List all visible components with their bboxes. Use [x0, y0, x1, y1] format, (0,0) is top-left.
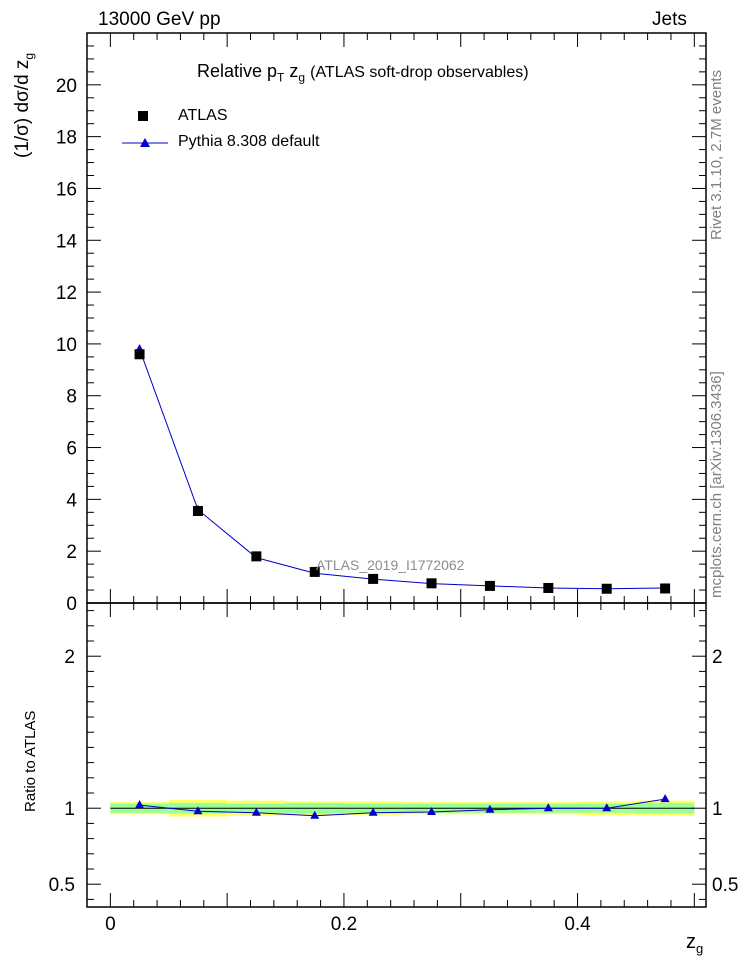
analysis-label: ATLAS_2019_I1772062: [316, 557, 465, 573]
square-marker-icon: [138, 111, 148, 121]
ratio-tick-label-right: 0.5: [712, 875, 738, 896]
ratio-point: [251, 807, 261, 816]
ratio-point: [368, 807, 378, 816]
data-point: [601, 583, 612, 594]
y-tick-label: 18: [56, 128, 77, 149]
legend-label-pythia: Pythia 8.308 default: [178, 133, 320, 150]
ratio-tick-label-right: 2: [712, 647, 723, 668]
ratio-point: [427, 807, 437, 815]
data-series: [134, 349, 671, 594]
y-tick-label: 2: [66, 542, 77, 563]
ratio-tick-label-right: 1: [712, 799, 723, 820]
x-tick-label: 0.2: [331, 914, 357, 935]
ratio-point: [602, 803, 612, 812]
header-energy: 13000 GeV pp: [98, 9, 221, 30]
y-tick-label: 20: [56, 76, 77, 97]
ratio-tick-label-left: 0.5: [49, 875, 75, 896]
y-tick-label: 14: [56, 231, 78, 252]
y-tick-label: 10: [56, 335, 77, 356]
line-triangle-marker-icon: [122, 136, 168, 148]
ratio-point: [193, 806, 203, 815]
y-axis-label: (1/σ) dσ/d zg: [12, 52, 36, 158]
data-point: [660, 583, 671, 594]
ratio-tick-label-left: 2: [64, 647, 75, 668]
legend-item-pythia: Pythia 8.308 default: [122, 133, 319, 151]
axis-ticks: [87, 33, 706, 907]
rivet-label: Rivet 3.1.10, 2.7M events: [708, 69, 725, 240]
ratio-point: [543, 803, 553, 812]
mc-line: [139, 348, 666, 590]
header-process: Jets: [652, 9, 687, 30]
chart-title: Relative pT zg (ATLAS soft-drop observab…: [197, 61, 529, 85]
y-tick-label: 6: [66, 439, 77, 460]
data-point: [368, 573, 379, 584]
data-point: [484, 580, 495, 591]
ratio-tick-label-left: 1: [64, 799, 75, 820]
data-point: [543, 582, 554, 593]
ratio-panel-frame: [86, 602, 707, 908]
x-axis-label: zg: [686, 931, 704, 956]
mc-series: [135, 344, 670, 592]
ratio-series: [135, 794, 670, 819]
ratio-point: [485, 804, 495, 813]
y-tick-label: 16: [56, 179, 77, 200]
data-point: [134, 349, 145, 360]
y-tick-label: 8: [66, 387, 77, 408]
data-point: [192, 506, 203, 517]
ratio-point: [135, 800, 145, 809]
ratio-point: [310, 810, 320, 819]
data-point: [251, 551, 262, 562]
ratio-point: [660, 794, 670, 803]
x-tick-label: 0: [105, 914, 116, 935]
y-tick-label: 4: [66, 490, 77, 511]
mcplots-label: mcplots.cern.ch [arXiv:1306.3436]: [708, 371, 725, 598]
y-tick-label: 0: [66, 594, 77, 615]
x-tick-label: 0.4: [564, 914, 591, 935]
y-tick-label: 12: [56, 283, 77, 304]
ratio-line: [139, 798, 666, 817]
ratio-y-axis-label: Ratio to ATLAS: [22, 710, 39, 812]
data-point: [309, 566, 320, 577]
legend-item-atlas: ATLAS: [138, 107, 228, 125]
legend-label-atlas: ATLAS: [178, 107, 228, 124]
data-point: [426, 578, 437, 589]
